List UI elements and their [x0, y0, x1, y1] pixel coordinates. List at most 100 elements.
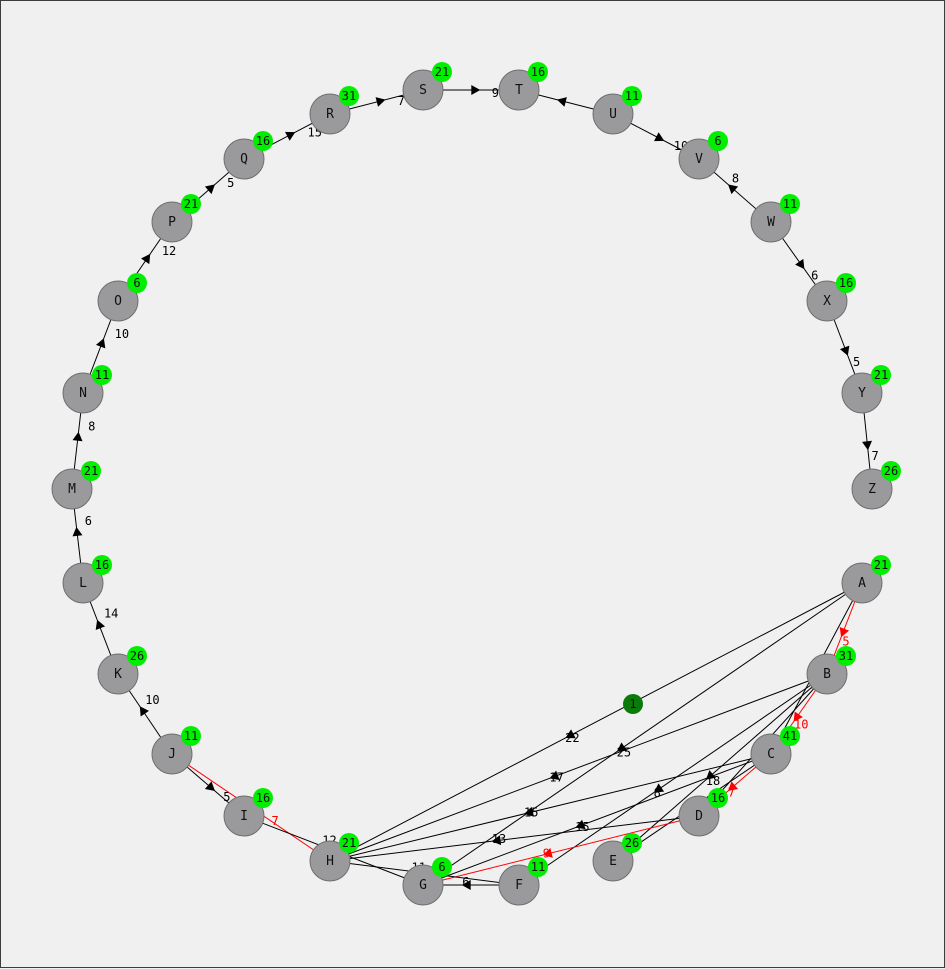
node-circle[interactable] [750, 201, 792, 243]
node-g[interactable]: G6 [402, 857, 452, 906]
node-badge-value: 11 [783, 197, 797, 211]
node-label: X [823, 294, 831, 309]
nodes-layer: A21B31C41D16E26F11G6H21I16J11K26L16M21N1… [51, 62, 901, 906]
node-circle[interactable] [309, 93, 351, 135]
arrowhead [461, 880, 471, 890]
arrowhead [542, 848, 553, 858]
node-j[interactable]: J 11 [151, 726, 201, 775]
node-l[interactable]: L 16 [62, 555, 112, 604]
node-label: H [326, 854, 334, 869]
node-label: Q [240, 152, 248, 167]
node-label: W [767, 215, 775, 230]
node-circle[interactable] [806, 653, 848, 695]
node-circle[interactable] [592, 93, 634, 135]
node-badge [127, 646, 147, 666]
node-w[interactable]: W 11 [750, 194, 800, 243]
node-badge [622, 833, 642, 853]
edge-weight-label: 10 [794, 717, 808, 731]
node-circle[interactable] [841, 372, 883, 414]
arrowhead [491, 835, 502, 846]
node-i[interactable]: I 16 [223, 788, 273, 837]
edge-weight-label: 10 [115, 327, 129, 341]
node-r[interactable]: R 31 [309, 86, 359, 135]
node-badge [253, 131, 273, 151]
node-q[interactable]: Q 16 [223, 131, 273, 180]
node-badge [181, 726, 201, 746]
edge-weight-label: 8 [654, 786, 661, 800]
node-label: Z [868, 482, 876, 497]
node-c[interactable]: C 41 [750, 726, 800, 775]
node-circle[interactable] [309, 840, 351, 882]
arrowhead [575, 819, 586, 830]
node-t[interactable]: T 16 [498, 62, 548, 111]
node-circle[interactable] [592, 840, 634, 882]
node-badge [181, 194, 201, 214]
node-badge [81, 461, 101, 481]
node-badge [528, 62, 548, 82]
node-o[interactable]: O6 [97, 273, 147, 322]
node-circle[interactable] [97, 280, 139, 322]
node-badge-value: 6 [714, 134, 721, 148]
node-f[interactable]: F 11 [498, 857, 548, 906]
node-badge [622, 86, 642, 106]
node-b[interactable]: B 31 [806, 646, 856, 695]
node-circle[interactable] [851, 468, 893, 510]
node-label: N [79, 386, 87, 401]
node-badge-value: 16 [839, 276, 853, 290]
node-circle[interactable] [223, 138, 265, 180]
node-badge-value: 31 [342, 89, 356, 103]
node-circle[interactable] [498, 69, 540, 111]
node-circle[interactable] [750, 733, 792, 775]
node-circle[interactable] [498, 864, 540, 906]
node-circle[interactable] [841, 562, 883, 604]
edge-line [329, 815, 700, 862]
node-label: L [79, 576, 87, 591]
node-x[interactable]: X 16 [806, 273, 856, 322]
arrowhead [72, 526, 83, 537]
node-u[interactable]: U 11 [592, 86, 642, 135]
node-n[interactable]: N 11 [62, 365, 112, 414]
node-circle[interactable] [62, 372, 104, 414]
edge-weight-label: 9 [543, 846, 550, 860]
node-label: V [695, 152, 703, 167]
node-label: Y [858, 386, 866, 401]
node-d[interactable]: D 16 [678, 788, 728, 837]
node-s[interactable]: S 21 [402, 62, 452, 111]
node-y[interactable]: Y 21 [841, 365, 891, 414]
node-a[interactable]: A 21 [841, 555, 891, 604]
node-circle[interactable] [223, 795, 265, 837]
node-label: I [240, 809, 248, 824]
node-circle[interactable] [806, 280, 848, 322]
node-k[interactable]: K 26 [97, 646, 147, 695]
node-v[interactable]: V6 [678, 131, 728, 180]
node-h[interactable]: H 21 [309, 833, 359, 882]
node-badge [92, 555, 112, 575]
node-z[interactable]: Z 26 [851, 461, 901, 510]
node-circle[interactable] [51, 468, 93, 510]
node-badge [339, 833, 359, 853]
node-badge [871, 555, 891, 575]
node-m[interactable]: M 21 [51, 461, 101, 510]
node-circle[interactable] [97, 653, 139, 695]
node-badge-value: 26 [884, 464, 898, 478]
node-circle[interactable] [151, 733, 193, 775]
edge-a-h: 22 [329, 582, 863, 862]
edge-weight-label: 22 [565, 731, 579, 745]
edge-weight-label: 5 [223, 790, 230, 804]
node-circle[interactable] [62, 562, 104, 604]
arrowhead [204, 781, 216, 792]
node-e[interactable]: E 26 [592, 833, 642, 882]
node-badge-value: 11 [531, 860, 545, 874]
node-circle[interactable] [678, 138, 720, 180]
node-p[interactable]: P 21 [151, 194, 201, 243]
node-circle[interactable] [402, 69, 444, 111]
node-badge [127, 273, 147, 293]
edge-weight-label: 5 [853, 355, 860, 369]
edge-weight-label: 15 [575, 820, 589, 834]
node-circle[interactable] [678, 795, 720, 837]
node-circle[interactable] [402, 864, 444, 906]
edge-line [518, 673, 828, 886]
node-circle[interactable] [151, 201, 193, 243]
node-badge [432, 62, 452, 82]
